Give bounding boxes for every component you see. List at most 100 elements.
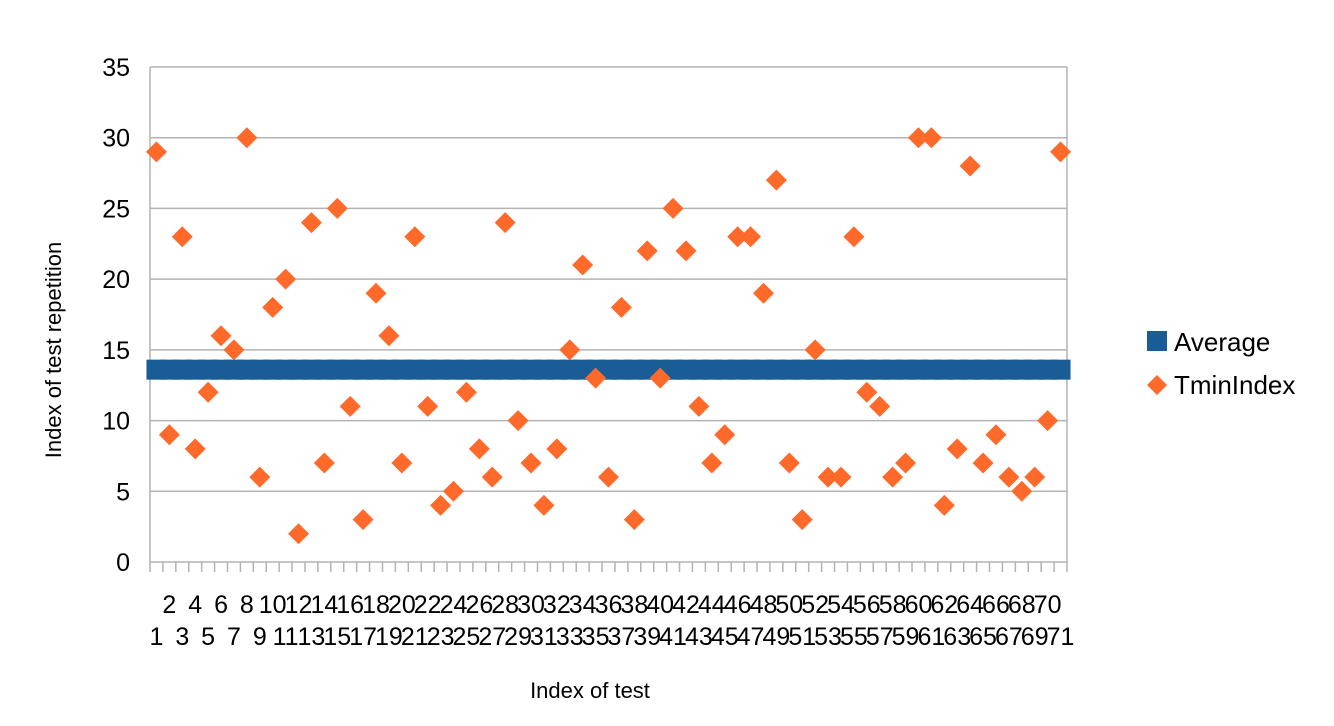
tminindex-point [378, 325, 400, 347]
series-tminindex [145, 127, 1072, 545]
x-tick-label: 45 [711, 623, 739, 651]
x-tick-label: 65 [969, 623, 997, 651]
tminindex-point [585, 367, 607, 389]
gridlines [149, 66, 1068, 563]
x-tick-label: 54 [827, 591, 855, 619]
tminindex-point [288, 523, 310, 545]
x-tick-label: 30 [517, 591, 545, 619]
y-tick-label: 25 [102, 195, 130, 223]
x-tick-label: 13 [298, 623, 326, 651]
tminindex-point [455, 381, 477, 403]
tminindex-point [507, 410, 529, 432]
x-tick-label: 32 [543, 591, 571, 619]
tminindex-point [998, 466, 1020, 488]
x-tick-label: 35 [582, 623, 610, 651]
tminindex-point [765, 169, 787, 191]
tminindex-point [804, 339, 826, 361]
tminindex-point [1037, 410, 1059, 432]
x-tick-label: 34 [569, 591, 597, 619]
x-tick-label: 2 [162, 591, 176, 619]
tminindex-point [610, 296, 632, 318]
x-tick-label: 64 [956, 591, 984, 619]
tminindex-point [598, 466, 619, 488]
tminindex-point [959, 155, 981, 177]
tminindex-point [339, 395, 361, 417]
x-tick-label: 20 [388, 591, 416, 619]
x-tick-label: 52 [801, 591, 829, 619]
x-tick-label: 38 [620, 591, 648, 619]
x-tick-label: 41 [659, 623, 687, 651]
tminindex-point [972, 452, 994, 474]
tminindex-point [946, 438, 968, 460]
tminindex-point [649, 367, 671, 389]
x-tick-label: 49 [762, 623, 790, 651]
y-tick-label: 10 [102, 408, 130, 436]
series-average [146, 359, 1071, 380]
tminindex-point [752, 282, 774, 304]
tminindex-point [623, 509, 645, 531]
x-tick-label: 15 [323, 623, 351, 651]
x-tick-label: 42 [672, 591, 700, 619]
x-tick-label: 22 [414, 591, 442, 619]
x-tick-label: 4 [188, 591, 202, 619]
x-tick-label: 11 [273, 623, 299, 651]
y-axis: 0 5 10 15 20 25 30 35 [102, 54, 130, 577]
tminindex-point [920, 127, 942, 149]
tminindex-point [933, 494, 955, 516]
y-tick-label: 35 [102, 54, 130, 82]
tminindex-point [184, 438, 206, 460]
tminindex-point [275, 268, 297, 290]
tminindex-point [843, 226, 865, 248]
tminindex-point [300, 212, 322, 234]
tminindex-point [675, 240, 697, 262]
tminindex-point [404, 226, 426, 248]
tminindex-point [313, 452, 335, 474]
x-tick-label: 71 [1047, 623, 1075, 651]
tminindex-point [352, 509, 374, 531]
y-tick-label: 5 [116, 478, 130, 506]
tminindex-point [223, 339, 245, 361]
tminindex-point [856, 381, 878, 403]
tminindex-point [559, 339, 581, 361]
tminindex-point [145, 141, 167, 163]
legend: Average TminIndex [1147, 327, 1295, 400]
x-tick-label: 5 [201, 623, 215, 651]
x-tick-label: 48 [750, 591, 778, 619]
tminindex-point [791, 509, 813, 531]
x-axis-title: Index of test [530, 678, 650, 703]
x-tick-label: 29 [504, 623, 532, 651]
tminindex-point [171, 226, 193, 248]
tminindex-point [688, 395, 710, 417]
x-tick-label: 28 [491, 591, 519, 619]
tminindex-point [443, 480, 465, 502]
tminindex-point [197, 381, 219, 403]
tminindex-point [417, 395, 439, 417]
tminindex-point [1011, 480, 1033, 502]
y-tick-label: 30 [102, 125, 130, 153]
x-tick-label: 19 [375, 623, 403, 651]
tminindex-point [430, 494, 452, 516]
x-tick-label: 51 [788, 623, 816, 651]
tminindex-point [727, 226, 749, 248]
tminindex-point [830, 466, 852, 488]
tminindex-point [1050, 141, 1072, 163]
x-tick-label: 56 [853, 591, 881, 619]
x-tick-label: 58 [879, 591, 907, 619]
x-tick-label: 50 [775, 591, 803, 619]
x-tick-label: 14 [310, 591, 338, 619]
tminindex-point [895, 452, 917, 474]
tminindex-point [662, 197, 684, 219]
tminindex-point [391, 452, 413, 474]
tminindex-point [701, 452, 723, 474]
x-tick-label: 68 [1008, 591, 1036, 619]
x-tick-label: 47 [737, 623, 765, 651]
x-tick-label: 43 [685, 623, 713, 651]
x-tick-label: 17 [349, 623, 377, 651]
tminindex-point [533, 494, 555, 516]
x-tick-label: 44 [698, 591, 726, 619]
tminindex-point [546, 438, 568, 460]
tminindex-point [1024, 466, 1046, 488]
x-tick-label: 55 [840, 623, 868, 651]
x-tick-label: 18 [362, 591, 390, 619]
